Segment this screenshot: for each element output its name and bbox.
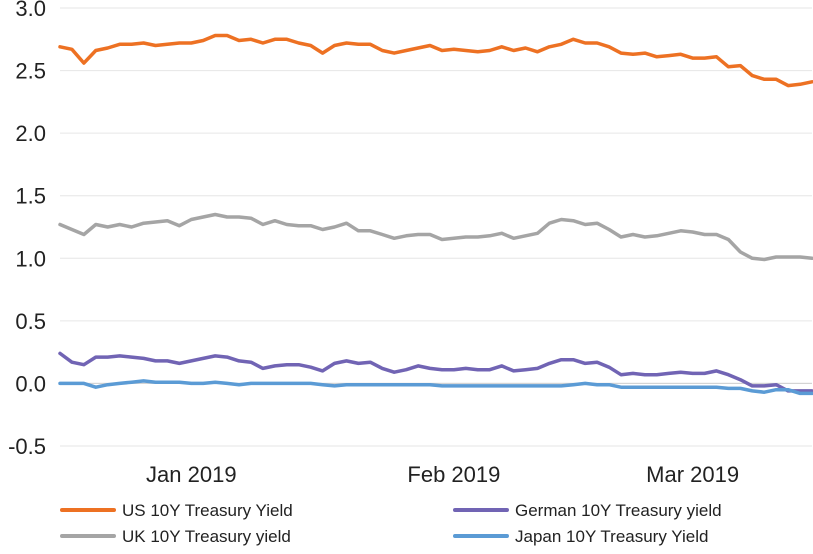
legend-label: Japan 10Y Treasury Yield	[515, 527, 708, 546]
x-tick-label: Feb 2019	[407, 462, 500, 487]
y-tick-label: 3.0	[15, 0, 46, 21]
x-axis-ticks: Jan 2019 Feb 2019 Mar 2019	[146, 462, 739, 487]
y-tick-label: 2.5	[15, 59, 46, 84]
legend-item: Japan 10Y Treasury Yield	[453, 527, 708, 546]
series-lines	[58, 33, 813, 396]
y-tick-label: 1.5	[15, 184, 46, 209]
legend-label: US 10Y Treasury Yield	[122, 501, 293, 520]
legend-label: German 10Y Treasury yield	[515, 501, 722, 520]
y-tick-label: 1.0	[15, 246, 46, 271]
series-line-0	[58, 33, 813, 88]
gridlines	[60, 7, 812, 447]
series-line-2	[58, 351, 813, 393]
y-tick-label: 2.0	[15, 121, 46, 146]
legend: US 10Y Treasury Yield UK 10Y Treasury yie…	[60, 501, 722, 546]
legend-item: German 10Y Treasury yield	[453, 501, 722, 520]
y-tick-label: -0.5	[8, 434, 46, 459]
x-tick-label: Jan 2019	[146, 462, 237, 487]
y-axis-ticks: 3.0 2.5 2.0 1.5 1.0 0.5 0.0 -0.5	[8, 0, 46, 459]
y-tick-label: 0.0	[15, 371, 46, 396]
legend-label: UK 10Y Treasury yield	[122, 527, 291, 546]
y-tick-label: 0.5	[15, 309, 46, 334]
legend-item: US 10Y Treasury Yield	[60, 501, 293, 520]
x-tick-label: Mar 2019	[646, 462, 739, 487]
series-line-3	[58, 379, 813, 396]
series-line-1	[58, 212, 813, 262]
legend-item: UK 10Y Treasury yield	[60, 527, 291, 546]
